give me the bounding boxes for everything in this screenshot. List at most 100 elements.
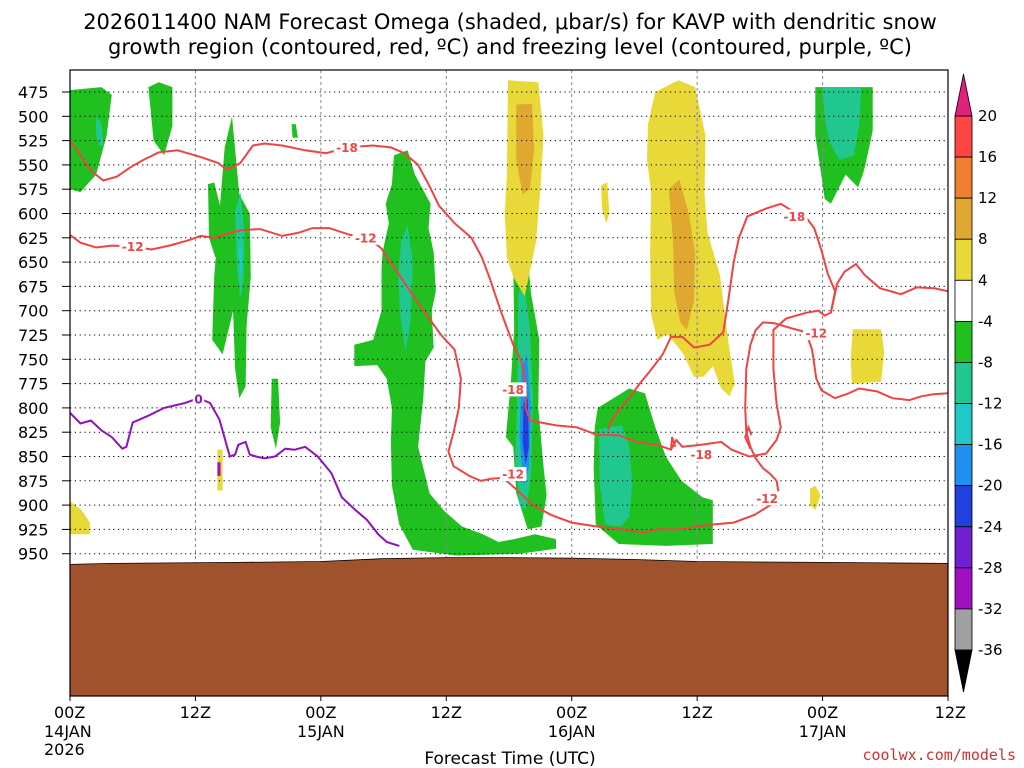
x-tick-label: 00Z (556, 703, 587, 722)
dgz-contour-line (670, 436, 677, 450)
y-tick-label: 925 (18, 520, 49, 539)
omega-area (238, 240, 243, 277)
y-tick-label: 725 (18, 326, 49, 345)
y-tick-label: 875 (18, 472, 49, 491)
dgz-contour-line (829, 262, 948, 313)
x-tick-date: 17JAN (799, 722, 847, 741)
y-tick-label: 525 (18, 132, 49, 151)
y-tick-label: 800 (18, 399, 49, 418)
y-tick-label: 625 (18, 229, 49, 248)
colorbar-label: -8 (978, 353, 993, 371)
x-tick-date: 16JAN (548, 722, 596, 741)
contour-labels: -18 -12 -12 -18 -12 -18 -12 -18 -12 0 (119, 140, 830, 506)
colorbar-label: 4 (978, 271, 988, 289)
contour-label: -18 (336, 141, 358, 155)
y-tick-label: 575 (18, 180, 49, 199)
omega-area (516, 103, 535, 195)
colorbar-swatch (954, 279, 973, 322)
colorbar-label: -20 (978, 477, 1003, 495)
contour-label-bg (688, 447, 715, 462)
colorbar-swatch (954, 115, 973, 158)
contour-label: -18 (690, 448, 712, 462)
plot-frame (69, 69, 949, 697)
x-tick-label: 12Z (431, 703, 462, 722)
omega-area (850, 329, 885, 384)
contour-label-bg (499, 466, 527, 481)
colorbar-label: 8 (978, 230, 988, 248)
y-tick-label: 825 (18, 423, 49, 442)
contours (70, 140, 948, 547)
omega-area (398, 225, 413, 352)
x-tick-date: 15JAN (297, 722, 345, 741)
colorbar-label: 12 (978, 189, 997, 207)
omega-area (70, 87, 112, 193)
x-tick-year: 2026 (44, 740, 85, 759)
omega-area (212, 116, 251, 399)
y-tick-label: 675 (18, 277, 49, 296)
contour-label-bg (499, 382, 527, 397)
y-tick-label: 600 (18, 205, 49, 224)
x-tick-label: 12Z (180, 703, 211, 722)
colorbar-label: -12 (978, 395, 1003, 413)
omega-area (822, 87, 862, 160)
colorbar: 20 16 12 8 4 -4 -8 -12 -16 -20 -24 -28 -32 -36 (954, 73, 1003, 693)
chart-title-line-2: growth region (contoured, red, ºC) and f… (108, 35, 912, 59)
y-tick-label: 500 (18, 107, 49, 126)
colorbar-label: -28 (978, 559, 1003, 577)
colorbar-label: -24 (978, 518, 1003, 536)
terrain (70, 557, 948, 696)
y-tick-label: 775 (18, 375, 49, 394)
contour-label-bg (119, 239, 146, 254)
colorbar-swatch (954, 608, 973, 651)
contour-label-bg (803, 326, 830, 341)
x-tick-label: 00Z (305, 703, 336, 722)
colorbar-label: 16 (978, 148, 997, 166)
omega-area (217, 462, 221, 476)
contour-label: -18 (502, 383, 524, 397)
contour-label: -12 (355, 231, 377, 245)
contour-label-bg (333, 140, 361, 155)
y-tick-label: 550 (18, 156, 49, 175)
y-tick-label: 750 (18, 350, 49, 369)
chart-title-line-1: 2026011400 NAM Forecast Omega (shaded, μ… (83, 10, 937, 34)
contour-label: -12 (756, 492, 778, 506)
omega-shading (70, 80, 885, 556)
contour-label-bg (781, 209, 808, 224)
y-tick-label: 475 (18, 83, 49, 102)
dgz-contour-line (744, 424, 753, 450)
colorbar-swatch (954, 197, 973, 240)
omega-area (601, 182, 610, 224)
omega-area (148, 82, 173, 156)
dgz-contour-line (70, 227, 948, 534)
contour-label: -12 (502, 467, 524, 481)
y-tick-label: 900 (18, 496, 49, 515)
colorbar-label: -16 (978, 436, 1003, 454)
x-tick-label: 12Z (681, 703, 712, 722)
contour-label: -12 (122, 240, 144, 254)
colorbar-label: -36 (978, 641, 1003, 659)
omega-area (598, 425, 633, 527)
omega-area (668, 179, 696, 331)
colorbar-swatch (954, 403, 973, 446)
x-tick-label: 12Z (935, 703, 966, 722)
colorbar-swatch (954, 238, 973, 281)
omega-area (810, 485, 821, 510)
colorbar-swatch (954, 567, 973, 610)
omega-area (270, 378, 281, 449)
x-tick-date: 14JAN (44, 722, 92, 741)
contour-label: -12 (805, 327, 827, 341)
y-axis: 475 500 525 550 575 600 625 650 675 700 725 750 775 8… (18, 83, 70, 564)
y-tick-label: 650 (18, 253, 49, 272)
colorbar-bottom-arrow (954, 649, 973, 693)
credit-link[interactable]: coolwx.com/models (862, 746, 1016, 764)
colorbar-swatch (954, 526, 973, 569)
contour-label: 0 (194, 393, 202, 407)
omega-area (70, 501, 90, 535)
colorbar-top-arrow (954, 73, 973, 117)
x-tick-label: 00Z (807, 703, 838, 722)
grid (70, 70, 948, 696)
y-tick-label: 950 (18, 545, 49, 564)
y-tick-label: 700 (18, 302, 49, 321)
